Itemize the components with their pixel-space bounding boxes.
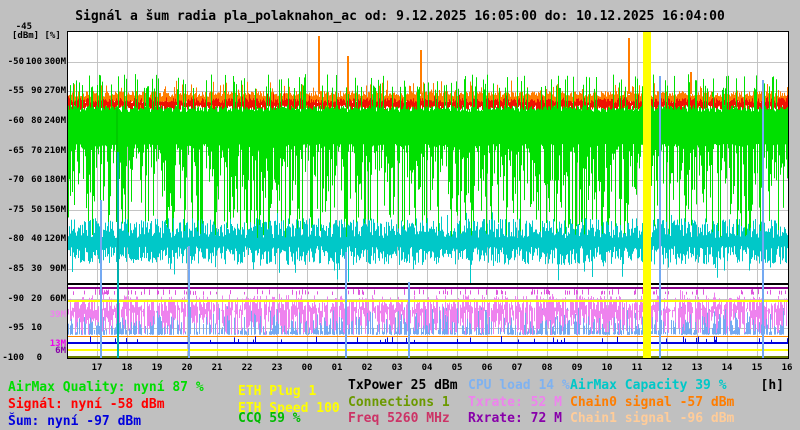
x-tick-hour: 19	[151, 363, 163, 373]
x-tick-hour: 13	[691, 363, 703, 373]
y-tick-dbm: -85	[7, 264, 24, 275]
y-tick-dbm: -65	[7, 145, 24, 156]
y-axis-row: -90 20 60M	[0, 294, 66, 304]
x-tick-hour: 08	[541, 363, 553, 373]
rate-marker-label: 6M	[55, 346, 66, 356]
legend-item: Chain1 signal -96 dBm	[570, 411, 735, 426]
legend-item: Chain0 signal -57 dBm	[570, 394, 735, 410]
y-axis-top-dbm-label: -45	[15, 22, 32, 32]
x-tick-hour: 18	[121, 363, 133, 373]
x-tick-hour: 00	[301, 363, 313, 373]
x-tick-hour: 12	[661, 363, 673, 373]
legend-item: ETH Plug 1	[238, 384, 317, 399]
y-tick-pct: 10	[31, 323, 42, 334]
y-axis-row: -75 50 150M	[0, 205, 66, 215]
legend-item: Txrate: 52 M	[468, 394, 562, 410]
y-tick-rate: 120M	[44, 234, 66, 245]
rate-marker-label: 13M	[49, 339, 66, 349]
y-axis-row: -65 70 210M	[0, 146, 66, 156]
y-tick-rate: 270M	[44, 86, 66, 97]
y-tick-pct: 40	[31, 234, 42, 245]
y-axis-row: -100 0	[0, 353, 66, 363]
x-tick-hour: 09	[571, 363, 583, 373]
y-tick-rate: 150M	[44, 204, 66, 215]
y-tick-rate: 240M	[44, 115, 66, 126]
legend-item: Signál: nyní -58 dBm	[8, 396, 165, 412]
y-axis-row: -70 60 180M	[0, 175, 66, 185]
y-tick-pct: 90	[31, 86, 42, 97]
y-tick-dbm: -90	[7, 293, 24, 304]
legend-item: Connections 1	[348, 394, 450, 410]
y-tick-pct: 50	[31, 204, 42, 215]
y-tick-dbm: -50	[7, 56, 24, 67]
x-tick-hour: 07	[511, 363, 523, 373]
legend-item: ETH Speed 100	[238, 400, 340, 416]
x-tick-hour: 15	[751, 363, 763, 373]
x-tick-hour: 05	[451, 363, 463, 373]
y-axis-row: -95 10	[0, 323, 66, 333]
legend-item: AirMax Capacity 39 %	[570, 378, 727, 393]
y-tick-pct: 60	[31, 175, 42, 186]
legend-item: CPU load 14 %	[468, 378, 570, 393]
y-tick-dbm: -95	[7, 323, 24, 334]
x-tick-hour: 01	[331, 363, 343, 373]
y-axis-row: -80 40 120M	[0, 234, 66, 244]
legend-item: Rxrate: 72 M	[468, 411, 562, 426]
y-tick-pct: 80	[31, 115, 42, 126]
x-tick-hour: 23	[271, 363, 283, 373]
legend-item: AirMax Quality: nyní 87 %	[8, 380, 204, 395]
y-tick-rate: 90M	[49, 264, 66, 275]
y-tick-pct: 70	[31, 145, 42, 156]
x-tick-hour: 11	[631, 363, 643, 373]
rate-marker-label: 39M	[49, 310, 66, 320]
y-tick-pct: 100	[25, 56, 42, 67]
y-tick-pct: 20	[31, 293, 42, 304]
y-tick-dbm: -80	[7, 234, 24, 245]
legend-item: [h]	[760, 378, 784, 393]
signal-noise-chart	[67, 31, 789, 359]
legend-item: CCQ 59 %	[238, 411, 301, 426]
x-tick-hour: 22	[241, 363, 253, 373]
y-axis-row: -85 30 90M	[0, 264, 66, 274]
y-tick-rate: 60M	[49, 293, 66, 304]
x-tick-hour: 06	[481, 363, 493, 373]
y-tick-pct: 30	[31, 264, 42, 275]
x-tick-hour: 14	[721, 363, 733, 373]
y-axis-row: -50 100 300M	[0, 57, 66, 67]
x-tick-hour: 21	[211, 363, 223, 373]
graph-title: Signál a šum radia pla_polaknahon_ac od:…	[75, 9, 725, 24]
y-tick-dbm: -100	[2, 353, 24, 363]
x-tick-hour: 17	[91, 363, 103, 373]
y-tick-dbm: -60	[7, 115, 24, 126]
y-tick-rate: 180M	[44, 175, 66, 186]
y-tick-rate: 300M	[44, 56, 66, 67]
legend-item: Šum: nyní -97 dBm	[8, 414, 142, 429]
y-axis-row: -60 80 240M	[0, 116, 66, 126]
x-tick-hour: 10	[601, 363, 613, 373]
x-tick-hour: 02	[361, 363, 373, 373]
legend-item: TxPower 25 dBm	[348, 378, 458, 393]
y-tick-dbm: -75	[7, 204, 24, 215]
y-tick-rate	[42, 323, 66, 333]
y-axis-row: -55 90 270M	[0, 86, 66, 96]
x-tick-hour: 20	[181, 363, 193, 373]
x-tick-hour: 16	[781, 363, 793, 373]
y-tick-rate: 210M	[44, 145, 66, 156]
y-tick-pct: 0	[36, 353, 42, 363]
legend-item: Freq 5260 MHz	[348, 411, 450, 426]
y-tick-dbm: -70	[7, 175, 24, 186]
x-tick-hour: 04	[421, 363, 433, 373]
x-tick-hour: 03	[391, 363, 403, 373]
y-tick-dbm: -55	[7, 86, 24, 97]
y-axis-units-label: [dBm] [%]	[12, 31, 61, 41]
